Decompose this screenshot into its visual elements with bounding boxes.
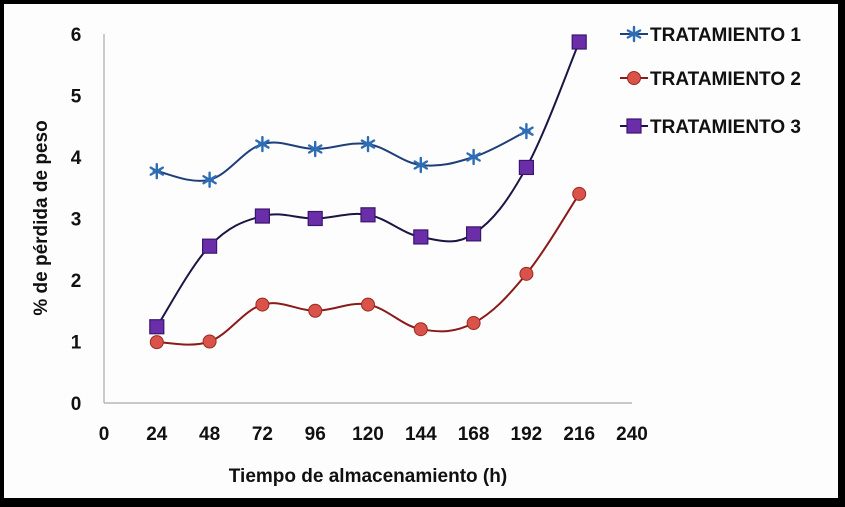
data-point-marker [149,319,165,335]
data-point-marker [307,140,323,158]
data-point-marker [360,207,376,223]
y-tick-label: 3 [71,210,82,231]
legend-item-2: TRATAMIENTO 2 [620,69,801,90]
data-point-marker [255,297,270,312]
data-point-marker [149,162,165,180]
data-point-marker [413,229,429,245]
x-tick-label: 72 [252,424,273,445]
chart-frame [4,4,838,498]
y-tick-label: 2 [71,271,82,292]
x-axis-ticks: 0 24 48 72 96 120 144 168 192 216 240 [99,424,648,445]
x-tick-label: 192 [511,424,543,445]
legend-square-icon [626,118,642,134]
legend-asterisk-icon [626,25,642,43]
axes [103,34,632,404]
data-point-marker [519,122,534,140]
data-point-marker [466,226,482,242]
x-axis-title: Tiempo de almacenamiento (h) [229,466,507,487]
x-tick-label: 168 [458,424,490,445]
y-tick-label: 5 [71,87,82,108]
x-tick-label: 216 [563,424,595,445]
data-point-marker [466,316,481,331]
y-tick-label: 4 [71,148,82,169]
x-tick-label: 96 [305,424,326,445]
data-point-marker [572,186,587,201]
legend-label: TRATAMIENTO 2 [650,69,801,90]
x-tick-label: 24 [146,424,168,445]
series-3 [149,34,587,335]
legend-item-3: TRATAMIENTO 3 [620,117,801,138]
y-axis-title: % de pérdida de peso [31,120,52,315]
x-tick-label: 240 [616,424,648,445]
data-point-marker [308,303,323,318]
series-1 [149,122,534,188]
y-tick-label: 6 [71,25,82,46]
y-tick-label: 1 [71,333,82,354]
x-tick-label: 144 [405,424,437,445]
x-tick-label: 48 [199,424,220,445]
data-point-marker [413,156,429,174]
data-point-marker [519,266,534,281]
data-point-marker [255,135,270,153]
series-group [149,34,587,350]
data-point-marker [202,238,218,254]
data-point-marker [254,208,270,224]
y-tick-label: 0 [71,394,82,415]
data-point-marker [202,171,217,188]
data-point-marker [149,335,164,350]
data-point-marker [466,148,481,166]
data-point-marker [202,334,217,349]
data-point-marker [360,135,376,153]
legend-label: TRATAMIENTO 1 [650,25,801,46]
legend-circle-icon [627,71,641,85]
data-point-marker [307,210,323,227]
data-point-marker [413,322,428,337]
legend: TRATAMIENTO 1 TRATAMIENTO 2 TRATAMIENTO 3 [620,25,801,138]
series-line [155,41,581,328]
x-tick-label: 120 [352,424,384,445]
series-2 [149,186,587,350]
legend-item-1: TRATAMIENTO 1 [620,25,801,46]
data-point-marker [518,159,535,176]
y-axis-ticks: 0 1 2 3 4 5 6 [71,25,82,415]
data-point-marker [361,297,375,312]
x-tick-label: 0 [99,424,110,445]
data-point-marker [571,34,587,50]
legend-label: TRATAMIENTO 3 [650,117,801,138]
